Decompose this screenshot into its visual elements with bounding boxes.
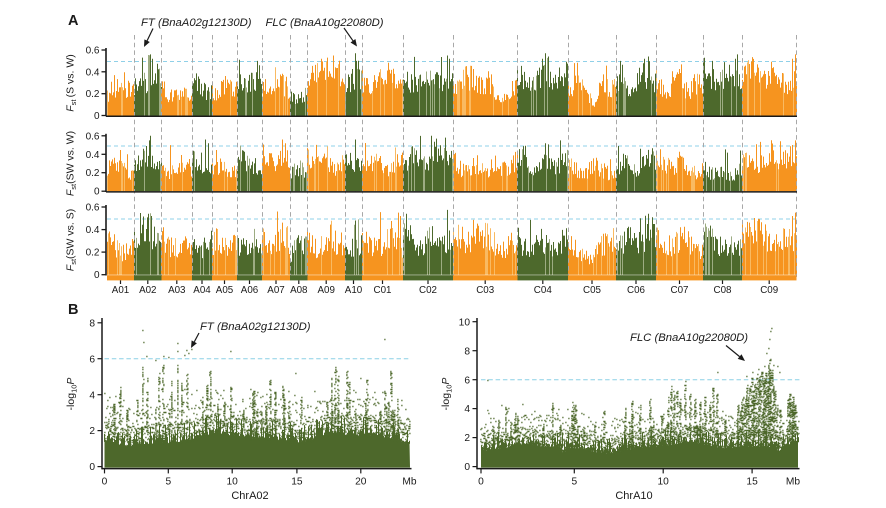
- svg-text:FLC (BnaA10g22080D): FLC (BnaA10g22080D): [266, 17, 384, 29]
- svg-text:15: 15: [291, 477, 303, 488]
- svg-text:0: 0: [102, 477, 108, 488]
- svg-text:A: A: [68, 13, 79, 29]
- svg-text:0: 0: [94, 270, 100, 281]
- svg-text:Mb: Mb: [402, 477, 416, 488]
- svg-text:2: 2: [464, 433, 470, 444]
- svg-text:0.6: 0.6: [86, 131, 100, 142]
- svg-text:8: 8: [464, 346, 470, 357]
- svg-text:0.2: 0.2: [86, 168, 100, 179]
- svg-text:C02: C02: [419, 285, 437, 296]
- svg-text:C03: C03: [476, 285, 495, 296]
- svg-text:C05: C05: [583, 285, 602, 296]
- svg-text:ChrA02: ChrA02: [231, 490, 268, 502]
- svg-text:4: 4: [89, 390, 95, 401]
- svg-text:A09: A09: [317, 285, 334, 296]
- svg-text:A01: A01: [112, 285, 129, 296]
- svg-text:B: B: [68, 302, 78, 318]
- svg-text:5: 5: [165, 477, 171, 488]
- svg-text:5: 5: [571, 477, 577, 488]
- svg-text:6: 6: [464, 375, 470, 386]
- svg-text:C01: C01: [374, 285, 392, 296]
- svg-text:10: 10: [658, 477, 670, 488]
- svg-text:0: 0: [94, 187, 100, 198]
- svg-text:10: 10: [459, 317, 471, 328]
- svg-text:0.6: 0.6: [86, 46, 100, 57]
- svg-text:0: 0: [464, 462, 470, 473]
- svg-text:0.4: 0.4: [86, 150, 100, 161]
- svg-text:15: 15: [746, 477, 758, 488]
- svg-text:6: 6: [89, 354, 95, 365]
- svg-text:Fst(SW vs. S): Fst(SW vs. S): [65, 209, 79, 271]
- svg-text:-log10P: -log10P: [65, 378, 79, 411]
- svg-text:Mb: Mb: [786, 477, 800, 488]
- svg-text:20: 20: [355, 477, 367, 488]
- svg-text:0.4: 0.4: [86, 225, 100, 236]
- svg-text:C04: C04: [534, 285, 553, 296]
- svg-text:-log10P: -log10P: [440, 378, 454, 411]
- svg-text:C07: C07: [671, 285, 689, 296]
- svg-text:0.4: 0.4: [86, 67, 100, 78]
- svg-text:0.6: 0.6: [86, 203, 100, 214]
- svg-text:0: 0: [89, 462, 95, 473]
- svg-text:0: 0: [94, 111, 100, 122]
- svg-text:Fst(SW vs. W): Fst(SW vs. W): [65, 131, 79, 196]
- svg-text:Fst (S vs. W): Fst (S vs. W): [65, 54, 79, 112]
- svg-text:A10: A10: [345, 285, 363, 296]
- svg-text:A04: A04: [193, 285, 211, 296]
- svg-text:4: 4: [464, 404, 470, 415]
- svg-text:C09: C09: [760, 285, 778, 296]
- svg-text:0.2: 0.2: [86, 248, 100, 259]
- svg-text:A08: A08: [290, 285, 308, 296]
- svg-text:A02: A02: [139, 285, 156, 296]
- svg-text:A03: A03: [168, 285, 186, 296]
- svg-text:A06: A06: [241, 285, 259, 296]
- svg-text:8: 8: [89, 318, 95, 329]
- svg-text:FT (BnaA02g12130D): FT (BnaA02g12130D): [141, 17, 252, 29]
- svg-text:0: 0: [478, 477, 484, 488]
- svg-text:FT (BnaA02g12130D): FT (BnaA02g12130D): [200, 321, 311, 333]
- svg-text:A05: A05: [216, 285, 234, 296]
- svg-text:0.2: 0.2: [86, 89, 100, 100]
- svg-text:A07: A07: [267, 285, 284, 296]
- svg-text:ChrA10: ChrA10: [615, 490, 652, 502]
- svg-text:C08: C08: [714, 285, 733, 296]
- svg-text:C06: C06: [627, 285, 646, 296]
- svg-text:2: 2: [89, 426, 95, 437]
- svg-text:FLC (BnaA10g22080D): FLC (BnaA10g22080D): [630, 332, 748, 344]
- svg-text:10: 10: [227, 477, 239, 488]
